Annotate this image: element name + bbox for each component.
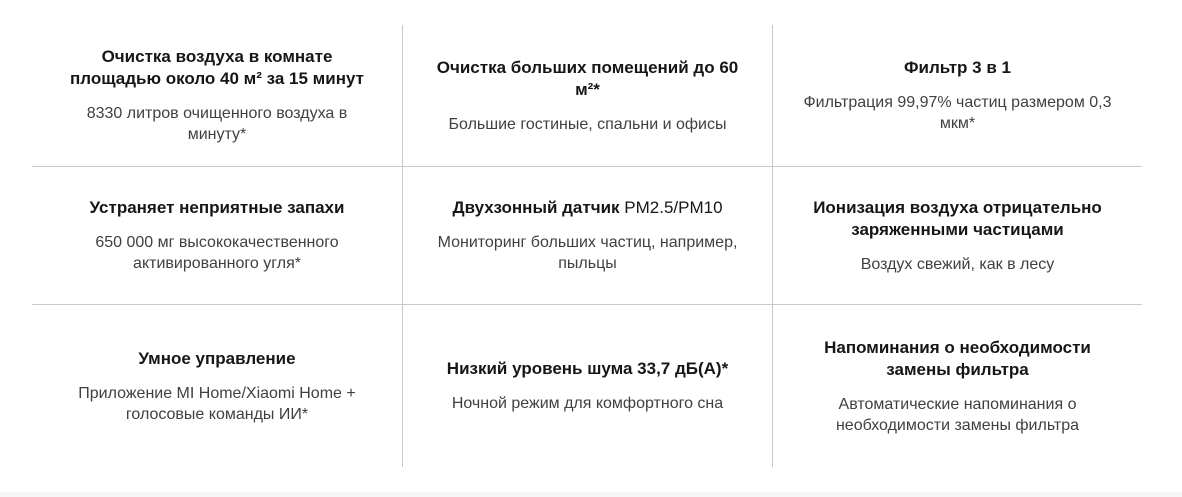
feature-cell-filter-3in1: Фильтр 3 в 1 Фильтрация 99,97% частиц ра… — [772, 25, 1142, 166]
feature-cell-low-noise: Низкий уровень шума 33,7 дБ(А)* Ночной р… — [402, 304, 772, 467]
feature-description: Большие гостиные, спальни и офисы — [448, 115, 727, 133]
feature-cell-odor-removal: Устраняет неприятные запахи 650 000 мг в… — [32, 166, 402, 304]
feature-title: Очистка воздуха в комнате площадью около… — [70, 47, 364, 88]
feature-title: Умное управление — [138, 348, 296, 368]
feature-description: Мониторинг больших частиц, например, пыл… — [437, 234, 738, 272]
bottom-strip — [0, 492, 1182, 497]
feature-grid: Очистка воздуха в комнате площадью около… — [32, 25, 1142, 467]
feature-title: Очистка больших помещений до 60 м²* — [436, 57, 739, 99]
feature-title: Фильтр 3 в 1 — [904, 58, 1011, 77]
feature-description: Ночной режим для комфортного сна — [451, 395, 724, 412]
feature-description: Автоматические напоминания о необходимос… — [835, 395, 1080, 434]
feature-title: Напоминания о необходимости замены фильт… — [824, 337, 1091, 379]
feature-description: Фильтрация 99,97% частиц размером 0,3 мк… — [803, 94, 1112, 132]
feature-description: 650 000 мг высококачественного активиров… — [95, 234, 339, 272]
feature-title: Низкий уровень шума 33,7 дБ(А)* — [446, 359, 729, 378]
feature-cell-room-cleaning: Очистка воздуха в комнате площадью около… — [32, 25, 402, 166]
feature-title: Устраняет неприятные запахи — [89, 198, 345, 217]
feature-title: Ионизация воздуха отрицательно заряженны… — [813, 197, 1102, 239]
feature-cell-ionization: Ионизация воздуха отрицательно заряженны… — [772, 166, 1142, 304]
feature-description: Воздух свежий, как в лесу — [860, 255, 1055, 273]
feature-cell-filter-reminder: Напоминания о необходимости замены фильт… — [772, 304, 1142, 467]
feature-description: 8330 литров очищенного воздуха в минуту* — [86, 105, 348, 143]
feature-description: Приложение MI Home/Xiaomi Home + голосов… — [78, 384, 356, 423]
feature-cell-pm-sensor: Двухзонный датчик PM2.5/PM10 Мониторинг … — [402, 166, 772, 304]
feature-title: Двухзонный датчик PM2.5/PM10 — [452, 198, 723, 217]
feature-cell-large-rooms: Очистка больших помещений до 60 м²* Боль… — [402, 25, 772, 166]
feature-cell-smart-control: Умное управление Приложение MI Home/Xiao… — [32, 304, 402, 467]
